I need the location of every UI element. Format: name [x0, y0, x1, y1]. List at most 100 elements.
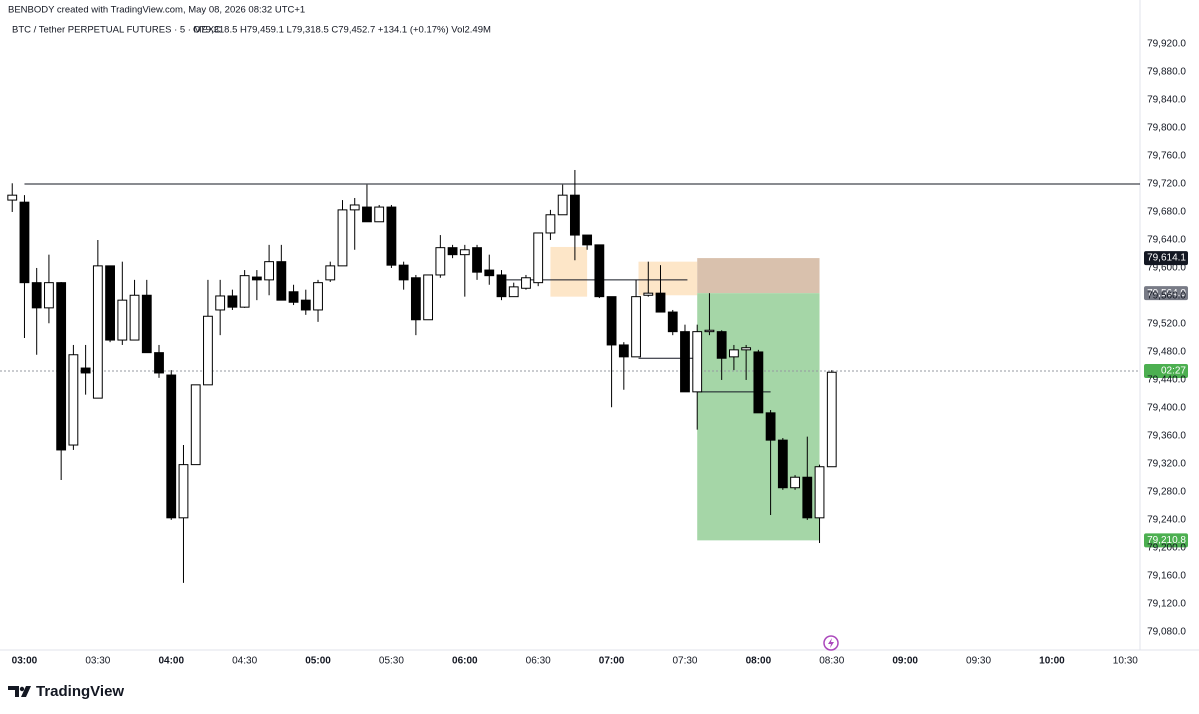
x-tick-label: 10:30	[1113, 656, 1138, 667]
x-tick-label: 05:30	[379, 656, 404, 667]
candle-body	[594, 244, 605, 298]
x-tick-label: 07:00	[599, 656, 625, 667]
candle-body	[655, 292, 666, 313]
x-tick-label: 03:00	[12, 656, 38, 667]
x-tick-label: 03:30	[85, 656, 110, 667]
candle-body	[80, 367, 91, 374]
candle-body	[154, 352, 164, 374]
candle-body	[141, 294, 152, 354]
y-tick-label: 79,720.0	[1147, 179, 1186, 190]
x-tick-label: 10:00	[1039, 656, 1065, 667]
y-tick-label: 79,560.0	[1147, 291, 1186, 302]
axis-overlay: 79,614.1 79,564.0 79,210.8 02:27	[1144, 251, 1188, 548]
candle-body	[777, 439, 788, 489]
candle-body	[790, 476, 800, 489]
candle-body	[765, 412, 776, 441]
y-tick-label: 79,240.0	[1147, 515, 1186, 526]
candle-body	[484, 269, 495, 277]
candle-body	[410, 277, 421, 321]
x-tick-label: 06:30	[526, 656, 551, 667]
y-tick-label: 79,800.0	[1147, 123, 1186, 134]
candle-body	[667, 311, 678, 333]
price-label-bg	[1144, 286, 1188, 301]
candle-body	[105, 265, 115, 341]
y-tick-label: 79,840.0	[1147, 95, 1186, 106]
candle-body	[31, 282, 42, 309]
plot	[0, 169, 1140, 583]
candle-body	[582, 234, 593, 246]
candle-body	[704, 329, 715, 333]
price-label-bg	[1144, 251, 1188, 266]
candle-body	[7, 194, 18, 201]
position-stop	[697, 258, 820, 294]
candle-body	[276, 261, 287, 301]
candle-body	[313, 282, 323, 311]
candle-body	[166, 374, 177, 519]
brand: TradingView	[36, 683, 124, 700]
candle-body	[349, 204, 360, 211]
candle-body	[239, 275, 250, 308]
symbol: BTC / Tether PERPETUAL FUTURES · 5 · MEX…	[12, 25, 221, 36]
x-tick-label: 09:00	[892, 656, 918, 667]
candle-body	[569, 194, 580, 236]
candle-body	[337, 209, 348, 267]
y-tick-label: 79,640.0	[1147, 235, 1186, 246]
y-tick-label: 79,760.0	[1147, 151, 1186, 162]
candle-body	[227, 295, 238, 308]
candle-body	[472, 247, 482, 273]
x-tick-label: 08:00	[746, 656, 772, 667]
candle-body	[826, 371, 837, 468]
candle-body	[374, 206, 385, 223]
y-tick-label: 79,520.0	[1147, 319, 1186, 330]
candle-body	[68, 354, 79, 446]
y-tick-label: 79,440.0	[1147, 375, 1186, 386]
zone	[550, 246, 588, 297]
candle-body	[741, 347, 752, 351]
x-tick-label: 09:30	[966, 656, 991, 667]
x-tick-label: 06:00	[452, 656, 478, 667]
chart-title: BENBODY created with TradingView.com, Ma…	[8, 5, 305, 16]
quote: O79,318.5 H79,459.1 L79,318.5 C79,452.7 …	[193, 25, 491, 36]
countdown-bg	[1144, 364, 1188, 379]
candle-body	[545, 214, 556, 234]
candle-body	[802, 476, 813, 519]
y-tick-label: 79,920.0	[1147, 39, 1186, 50]
y-tick-label: 79,480.0	[1147, 347, 1186, 358]
candle-body	[680, 331, 690, 393]
y-tick-label: 79,200.0	[1147, 543, 1186, 554]
candle-body	[203, 315, 213, 386]
candle-body	[300, 299, 311, 311]
y-tick-label: 79,160.0	[1147, 571, 1186, 582]
candle-body	[496, 274, 507, 298]
candle-body	[423, 274, 434, 321]
candle-body	[386, 206, 397, 266]
candle-body	[643, 292, 654, 296]
brand-logo	[8, 686, 31, 697]
zone	[638, 261, 698, 296]
candle-body	[56, 282, 67, 451]
x-tick-label: 08:30	[819, 656, 844, 667]
candle-body	[19, 201, 30, 284]
candle-body	[44, 282, 54, 309]
candle-body	[362, 206, 372, 223]
y-tick-label: 79,880.0	[1147, 67, 1186, 78]
candle-body	[459, 249, 470, 256]
candle-body	[692, 331, 703, 393]
candle-body	[190, 384, 201, 466]
candle-body	[129, 294, 140, 341]
candle-body	[508, 286, 519, 298]
x-tick-label: 05:00	[305, 656, 331, 667]
y-tick-label: 79,600.0	[1147, 263, 1186, 274]
events-icon[interactable]	[823, 635, 839, 651]
position-target	[697, 293, 820, 541]
countdown: 02:27	[1161, 366, 1186, 377]
price-label: 79,210.8	[1147, 535, 1186, 546]
candle-body	[288, 291, 299, 303]
y-tick-label: 79,120.0	[1147, 599, 1186, 610]
x-tick-label: 04:00	[158, 656, 184, 667]
candle-body	[631, 296, 641, 358]
candle-body	[251, 276, 262, 281]
price-label-bg	[1144, 533, 1188, 548]
y-tick-label: 79,320.0	[1147, 459, 1186, 470]
candle-body	[716, 331, 727, 359]
